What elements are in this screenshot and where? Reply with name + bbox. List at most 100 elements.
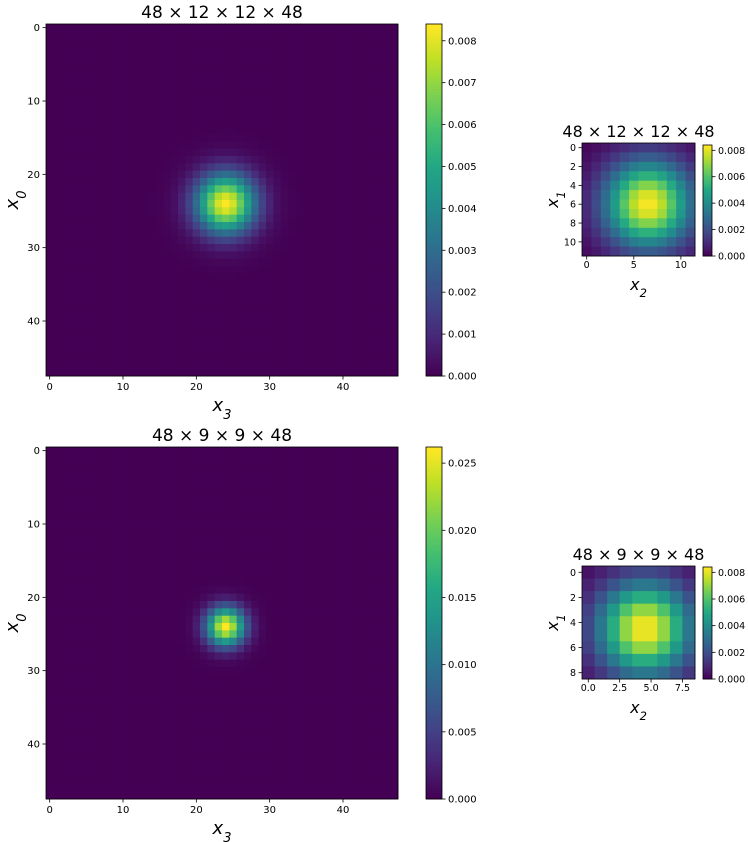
heatmap-cell (112, 310, 120, 318)
colorbar-step (426, 29, 442, 34)
heatmap-cell (317, 126, 326, 135)
heatmap-cell (178, 535, 186, 543)
heatmap-cell (390, 747, 399, 756)
heatmap-cell (68, 163, 76, 172)
heatmap-cell (222, 251, 230, 260)
heatmap-cell (383, 31, 392, 40)
colorbar-step (426, 352, 442, 356)
heatmap-cell (361, 535, 370, 543)
heatmap-cell (280, 461, 289, 470)
heatmap-cell (104, 784, 113, 793)
heatmap-cell (376, 170, 384, 179)
heatmap-cell (141, 104, 150, 113)
heatmap-cell (368, 207, 377, 216)
heatmap-cell (163, 784, 172, 793)
heatmap-cell (390, 266, 399, 274)
heatmap-cell (46, 535, 54, 543)
heatmap-cell (266, 740, 274, 749)
heatmap-cell (60, 696, 69, 705)
heatmap-cell (214, 119, 223, 128)
heatmap-cell (126, 762, 135, 771)
heatmap-cell (317, 288, 326, 296)
colorbar-step (703, 207, 712, 210)
heatmap-cell (170, 601, 179, 609)
heatmap-cell (68, 222, 76, 230)
heatmap-cell (324, 689, 333, 697)
heatmap-cell (112, 192, 120, 201)
heatmap-cell (361, 126, 370, 135)
heatmap-cell (170, 192, 179, 201)
heatmap-cell (126, 60, 135, 69)
heatmap-cell (324, 148, 333, 157)
heatmap-cell (214, 332, 223, 340)
heatmap-cell (295, 762, 304, 771)
heatmap-cell (266, 126, 274, 135)
heatmap-cell (134, 696, 142, 705)
heatmap-cell (207, 659, 216, 668)
heatmap-cell (222, 236, 230, 245)
heatmap-cell (104, 505, 113, 514)
heatmap-cell (60, 557, 69, 565)
heatmap-cell (163, 542, 172, 551)
heatmap-cell (354, 755, 362, 763)
heatmap-cell (361, 645, 370, 653)
heatmap-cell (666, 199, 677, 210)
heatmap-cell (339, 258, 348, 267)
heatmap-cell (324, 769, 333, 778)
heatmap-cell (302, 53, 311, 62)
heatmap-cell (332, 505, 340, 514)
heatmap-cell (273, 557, 282, 565)
heatmap-cell (163, 185, 172, 194)
heatmap-cell (75, 126, 84, 135)
heatmap-cell (185, 549, 194, 558)
colorbar-step (703, 202, 712, 204)
heatmap-cell (251, 740, 260, 749)
heatmap-cell (295, 302, 304, 311)
heatmap-cell (302, 361, 311, 370)
heatmap-cell (332, 645, 340, 653)
heatmap-cell (119, 520, 128, 529)
colorbar-step (703, 171, 712, 174)
heatmap-cell (104, 542, 113, 551)
heatmap-cell (68, 557, 76, 565)
heatmap-cell (657, 161, 668, 172)
heatmap-cell (82, 354, 91, 362)
heatmap-cell (346, 549, 355, 558)
heatmap-cell (332, 755, 340, 763)
heatmap-cell (214, 82, 223, 91)
heatmap-cell (376, 361, 384, 370)
heatmap-cell (60, 148, 69, 157)
heatmap-cell (339, 302, 348, 311)
heatmap-cell (207, 542, 216, 551)
heatmap-cell (302, 75, 311, 84)
heatmap-cell (148, 60, 157, 69)
heatmap-cell (324, 90, 333, 98)
heatmap-cell (339, 192, 348, 201)
heatmap-cell (280, 498, 289, 507)
heatmap-cell (60, 141, 69, 150)
heatmap-cell (368, 82, 377, 91)
colorbar-step (426, 185, 442, 189)
heatmap-cell (156, 185, 164, 194)
heatmap-cell (185, 141, 194, 150)
heatmap-cell (317, 251, 326, 260)
heatmap-cell (302, 324, 311, 333)
heatmap-cell (75, 740, 84, 749)
colorbar-step (426, 337, 442, 342)
heatmap-cells-1 (46, 24, 399, 377)
heatmap-cell (288, 461, 296, 470)
heatmap-cell (376, 141, 384, 150)
heatmap-cell (361, 346, 370, 355)
heatmap-cell (214, 112, 223, 120)
heatmap-cell (390, 302, 399, 311)
colorbar-step (703, 214, 712, 216)
heatmap-cell (214, 755, 223, 763)
heatmap-cell (222, 483, 230, 492)
heatmap-cell (112, 317, 120, 326)
heatmap-cell (126, 454, 135, 463)
heatmap-cell (251, 273, 260, 282)
colorbar-step (426, 32, 442, 37)
heatmap-cell (236, 214, 245, 223)
heatmap-cell (214, 769, 223, 778)
heatmap-cell (251, 747, 260, 756)
